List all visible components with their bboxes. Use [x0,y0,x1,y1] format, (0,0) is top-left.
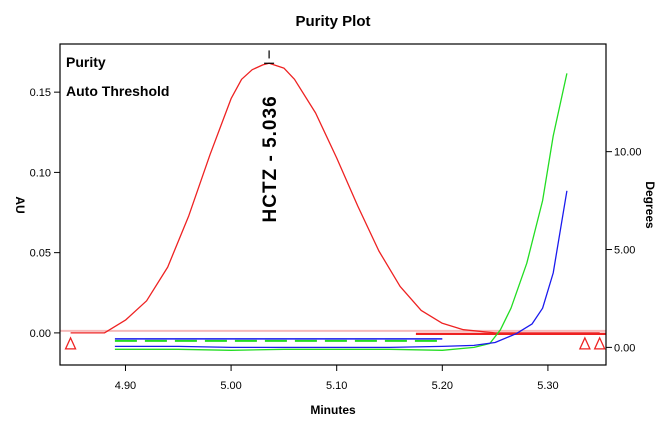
y-tick-label: 0.15 [30,87,51,99]
x-tick-label: 4.90 [115,380,136,392]
x-tick-label: 5.20 [432,380,453,392]
y-tick-label: 0.05 [30,248,51,260]
integration-marker [64,336,77,350]
legend-auto-threshold: Auto Threshold [66,83,169,99]
peak-annotation-label: HCTZ - 5.036 [260,95,281,222]
legend-purity: Purity [66,54,106,70]
y-tick-label: 0.00 [30,328,51,340]
y-tick-label: 0.10 [30,167,51,179]
y2-tick-label: 0.00 [614,342,635,354]
x-tick-label: 5.10 [326,380,347,392]
y2-tick-label: 10.00 [614,147,642,159]
y2-axis-label: Degrees [643,181,656,229]
integration-marker [593,336,606,350]
x-tick-label: 5.30 [537,380,558,392]
axis-ticks: 4.90 5.00 5.10 5.20 5.30 0.00 0.05 0.10 0.15 0.00… [30,87,642,392]
x-tick-label: 5.00 [220,380,241,392]
chart-title: Purity Plot [295,13,370,30]
chromatogram-line [70,62,600,334]
integration-marker [578,336,591,350]
plot-frame [59,43,607,366]
plot-area: HCTZ - 5.036 [60,50,606,351]
y2-tick-label: 5.00 [614,245,635,257]
auto-threshold-line [114,190,568,349]
x-axis-label: Minutes [310,403,356,417]
y-axis-label: AU [13,196,27,213]
purity-line [114,73,568,351]
